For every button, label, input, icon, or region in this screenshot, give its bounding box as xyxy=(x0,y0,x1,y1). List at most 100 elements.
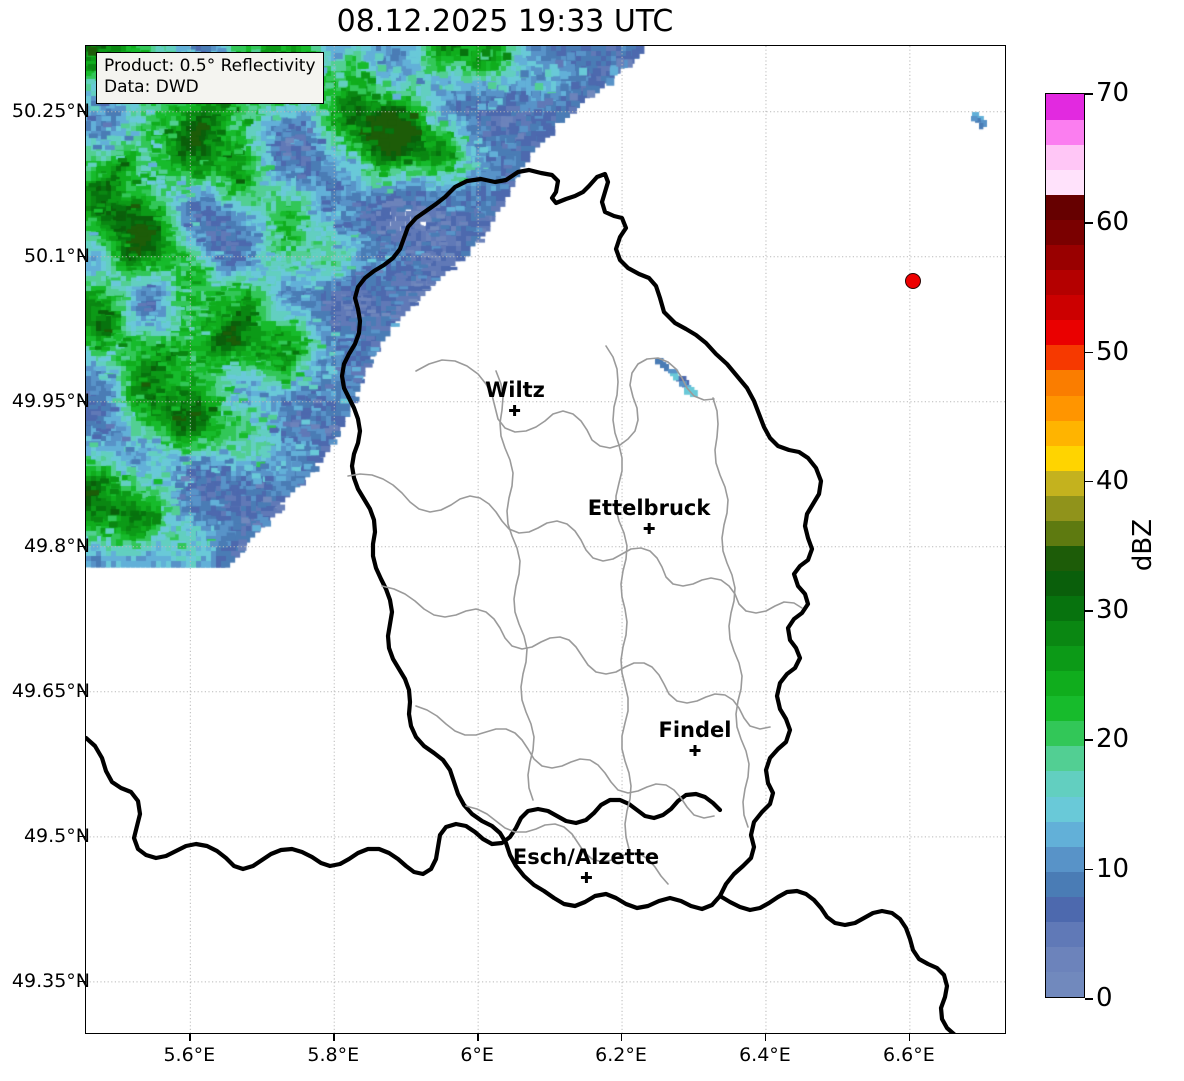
map-plot-area[interactable] xyxy=(85,45,1006,1034)
colorbar-swatch xyxy=(1046,445,1084,471)
colorbar-swatch xyxy=(1046,695,1084,722)
colorbar-swatch xyxy=(1046,570,1084,597)
x-axis-tick-mark xyxy=(621,1034,623,1041)
colorbar-tick-mark xyxy=(1085,480,1093,483)
city-label-findel: Findel xyxy=(658,718,732,756)
x-axis-tick-label: 6°E xyxy=(460,1044,494,1066)
colorbar-swatch xyxy=(1046,820,1084,847)
y-axis-tick-mark xyxy=(78,255,85,258)
colorbar-swatch xyxy=(1046,896,1084,922)
colorbar-tick-label: 10 xyxy=(1096,853,1130,884)
x-axis-tick-mark xyxy=(333,1034,335,1041)
colorbar-tick-label: 30 xyxy=(1096,595,1130,626)
colorbar-swatch xyxy=(1046,495,1084,521)
colorbar-tick-mark xyxy=(1085,222,1093,224)
colorbar-tick-label: 0 xyxy=(1096,983,1113,1013)
y-axis-tick-label: 49.35°N xyxy=(11,969,90,992)
y-axis-tick-label: 49.5°N xyxy=(23,824,90,847)
page-title: 08.12.2025 19:33 UTC xyxy=(336,4,674,39)
colorbar-swatch xyxy=(1046,520,1084,546)
city-label-esch-alzette: Esch/Alzette xyxy=(513,847,659,883)
colorbar-tick-mark xyxy=(1085,351,1093,354)
colorbar-swatch xyxy=(1046,645,1084,672)
radar-site-marker[interactable] xyxy=(905,273,921,289)
colorbar-swatch xyxy=(1046,745,1084,772)
colorbar-swatch xyxy=(1046,369,1084,396)
x-axis-tick-label: 6.6°E xyxy=(882,1044,935,1066)
y-axis-tick-label: 49.65°N xyxy=(11,679,90,702)
colorbar-axis-label: dBZ xyxy=(1128,518,1158,572)
x-axis-tick-mark xyxy=(908,1034,911,1041)
colorbar-swatch xyxy=(1046,119,1084,145)
y-axis-tick-label: 49.8°N xyxy=(23,534,90,557)
colorbar-swatch xyxy=(1046,344,1084,371)
y-axis-tick-mark xyxy=(78,835,85,838)
city-name: Wiltz xyxy=(485,378,545,402)
colorbar-swatch xyxy=(1046,595,1084,622)
colorbar-swatch xyxy=(1046,470,1084,496)
colorbar-swatch xyxy=(1046,319,1084,346)
colorbar-swatch xyxy=(1046,921,1084,947)
city-name: Ettelbruck xyxy=(587,496,711,520)
colorbar-swatch xyxy=(1046,420,1084,446)
x-axis-tick-label: 5.6°E xyxy=(163,1044,216,1066)
colorbar-tick-mark xyxy=(1085,998,1093,1000)
city-name: Esch/Alzette xyxy=(512,845,660,869)
colorbar-tick-mark xyxy=(1085,93,1093,95)
colorbar-swatch xyxy=(1046,620,1084,647)
graticule-gridlines xyxy=(86,46,1005,1033)
data-source-line: Data: DWD xyxy=(104,77,199,98)
colorbar-tick-mark xyxy=(1085,739,1093,742)
colorbar-tick-label: 20 xyxy=(1096,724,1130,755)
y-axis-tick-label: 49.95°N xyxy=(11,389,90,412)
city-cross-marker-icon xyxy=(580,872,592,883)
city-cross-marker-icon xyxy=(689,745,701,756)
city-cross-marker-icon xyxy=(643,523,655,534)
colorbar-swatch xyxy=(1046,144,1084,170)
colorbar-tick-label: 50 xyxy=(1096,336,1130,367)
city-label-wiltz: Wiltz xyxy=(485,380,545,416)
city-cross-marker-icon xyxy=(509,405,521,416)
colorbar-swatch xyxy=(1046,770,1084,797)
colorbar-swatch xyxy=(1046,846,1084,872)
colorbar-swatch xyxy=(1046,670,1084,697)
colorbar-tick-label: 60 xyxy=(1096,207,1130,238)
x-axis-tick-label: 6.2°E xyxy=(595,1044,647,1066)
colorbar-tick-mark xyxy=(1085,610,1093,612)
colorbar-swatch xyxy=(1046,946,1084,972)
colorbar-swatch xyxy=(1046,394,1084,421)
city-label-ettelbruck: Ettelbruck xyxy=(587,496,711,534)
colorbar[interactable] xyxy=(1045,93,1085,998)
colorbar-swatch xyxy=(1046,269,1084,296)
colorbar-swatch xyxy=(1046,219,1084,246)
city-name: Findel xyxy=(658,718,732,742)
x-axis-tick-label: 6.4°E xyxy=(739,1044,791,1066)
colorbar-swatch xyxy=(1046,194,1084,221)
colorbar-tick-label: 40 xyxy=(1096,465,1130,496)
y-axis-tick-mark xyxy=(78,690,85,693)
colorbar-swatch xyxy=(1046,169,1084,196)
colorbar-swatch xyxy=(1046,795,1084,822)
colorbar-swatch xyxy=(1046,244,1084,271)
colorbar-swatch xyxy=(1046,294,1084,321)
colorbar-swatch xyxy=(1046,545,1084,571)
product-info-box: Product: 0.5° Reflectivity Data: DWD xyxy=(96,52,324,104)
colorbar-swatch xyxy=(1046,971,1084,997)
colorbar-swatch xyxy=(1046,94,1084,120)
y-axis-tick-label: 50.25°N xyxy=(11,99,90,122)
map-borders-layer xyxy=(86,167,956,1033)
product-line: Product: 0.5° Reflectivity xyxy=(104,56,316,76)
y-axis-tick-label: 50.1°N xyxy=(23,244,90,267)
x-axis-tick-mark xyxy=(477,1034,479,1041)
x-axis-tick-label: 5.8°E xyxy=(307,1044,360,1066)
y-axis-tick-mark xyxy=(78,400,85,403)
y-axis-tick-mark xyxy=(78,980,85,983)
colorbar-swatch xyxy=(1046,720,1084,747)
colorbar-swatch xyxy=(1046,871,1084,897)
colorbar-tick-mark xyxy=(1085,868,1093,871)
y-axis-tick-mark xyxy=(78,545,85,548)
y-axis-tick-mark xyxy=(78,110,85,113)
x-axis-tick-mark xyxy=(189,1034,191,1041)
x-axis-tick-mark xyxy=(764,1034,767,1041)
